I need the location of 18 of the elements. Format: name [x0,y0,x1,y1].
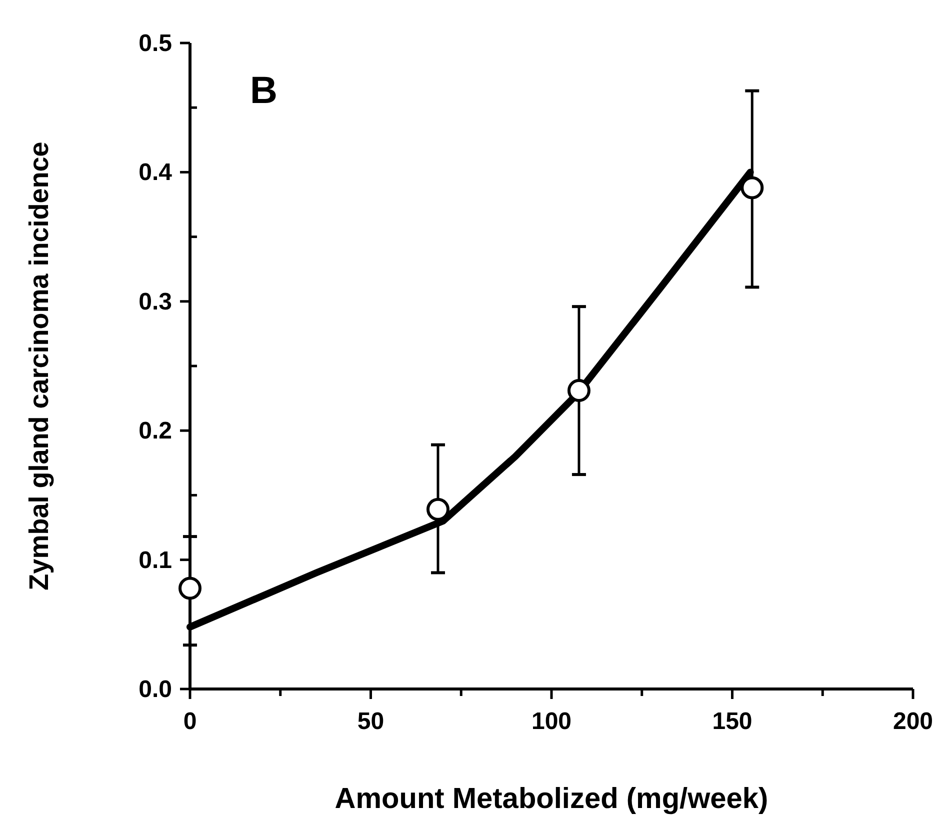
y-tick-label: 0.1 [138,546,172,574]
x-axis-title: Amount Metabolized (mg/week) [334,783,768,815]
x-tick-label: 0 [183,708,197,735]
y-tick-label: 0.5 [138,30,172,57]
x-tick-label: 150 [712,708,752,735]
text: 0.0 [138,676,172,703]
y-tick-label: 0.4 [138,159,173,186]
point [567,379,590,402]
point [178,576,202,600]
point [740,176,764,200]
x-tick-label: 100 [531,708,572,735]
y-axis-title: Zymbal gland carcinoma incidence [24,142,54,590]
point [426,498,450,521]
y-tick-label: 0.2 [138,418,172,445]
x-tick-label: 50 [357,708,384,735]
x-tick-label: 200 [892,708,934,735]
y-tick-label: 0.3 [138,288,172,316]
annotation: B [250,70,278,112]
